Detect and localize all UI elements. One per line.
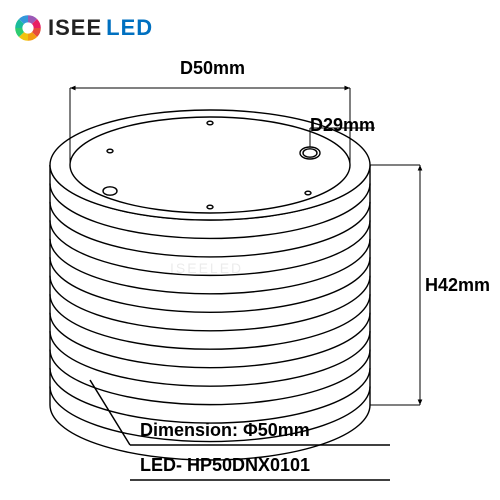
spec-model: LED- HP50DNX0101	[140, 455, 310, 476]
spec-dimension: Dimension: Φ50mm	[140, 420, 310, 441]
label-d29: D29mm	[310, 115, 375, 136]
label-d50: D50mm	[180, 58, 245, 79]
label-h42: H42mm	[425, 275, 490, 296]
